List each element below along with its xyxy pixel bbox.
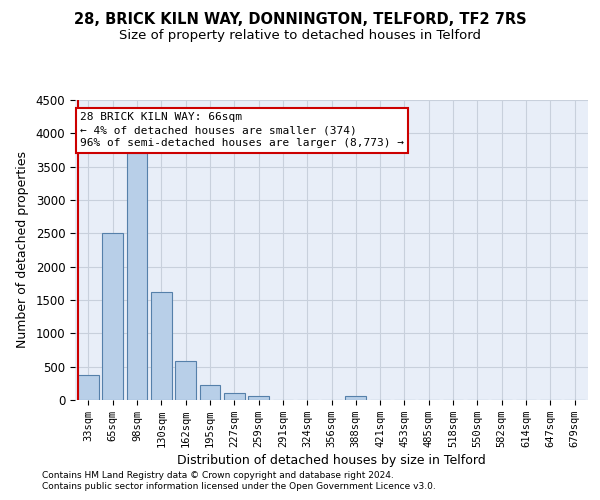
Bar <box>224 392 245 400</box>
Text: Size of property relative to detached houses in Telford: Size of property relative to detached ho… <box>119 29 481 42</box>
Bar <box>127 154 148 400</box>
Y-axis label: Number of detached properties: Number of detached properties <box>16 152 29 348</box>
Bar <box>346 396 366 400</box>
Bar <box>200 384 220 400</box>
Bar <box>248 396 269 400</box>
Bar <box>78 376 99 400</box>
Text: Contains HM Land Registry data © Crown copyright and database right 2024.: Contains HM Land Registry data © Crown c… <box>42 471 394 480</box>
Text: 28 BRICK KILN WAY: 66sqm
← 4% of detached houses are smaller (374)
96% of semi-d: 28 BRICK KILN WAY: 66sqm ← 4% of detache… <box>80 112 404 148</box>
Text: 28, BRICK KILN WAY, DONNINGTON, TELFORD, TF2 7RS: 28, BRICK KILN WAY, DONNINGTON, TELFORD,… <box>74 12 526 28</box>
Bar <box>151 292 172 400</box>
Bar <box>175 362 196 400</box>
X-axis label: Distribution of detached houses by size in Telford: Distribution of detached houses by size … <box>177 454 486 467</box>
Bar <box>103 234 123 400</box>
Text: Contains public sector information licensed under the Open Government Licence v3: Contains public sector information licen… <box>42 482 436 491</box>
